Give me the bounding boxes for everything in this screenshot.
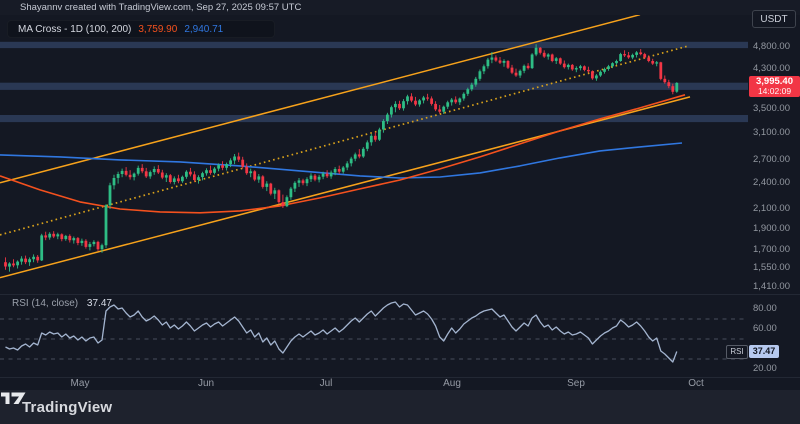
rsi-tag-label: RSI bbox=[726, 345, 748, 360]
rsi-legend[interactable]: RSI (14, close) 37.47 bbox=[12, 298, 112, 309]
channel-trendline bbox=[0, 15, 641, 184]
ma-cross-legend[interactable]: MA Cross - 1D (100, 200) 3,759.90 2,940.… bbox=[7, 20, 275, 38]
attribution-text: Shayannv created with TradingView.com, S… bbox=[20, 2, 302, 13]
ma200-line bbox=[0, 142, 683, 179]
attribution-bar: Shayannv created with TradingView.com, S… bbox=[0, 0, 800, 15]
footer-bar: TradingView bbox=[0, 390, 800, 424]
bar-countdown: 14:02:09 bbox=[757, 85, 792, 96]
ma200-value: 2,940.71 bbox=[184, 23, 224, 35]
currency-unit-label: USDT bbox=[760, 13, 788, 25]
last-price-value: 3,995.40 bbox=[756, 75, 793, 87]
rsi-current-value: 37.47 bbox=[86, 298, 112, 309]
time-axis-divider bbox=[0, 377, 800, 378]
tradingview-wordmark[interactable]: TradingView bbox=[22, 398, 113, 416]
last-price-tag: 3,995.40 14:02:09 bbox=[749, 75, 800, 97]
ma100-line bbox=[0, 94, 686, 214]
ma100-value: 3,759.90 bbox=[138, 23, 178, 35]
sr-zone bbox=[0, 41, 748, 49]
sr-zone bbox=[0, 115, 748, 123]
rsi-line bbox=[5, 301, 678, 363]
currency-unit-badge[interactable]: USDT bbox=[752, 10, 796, 28]
channel-trendline bbox=[0, 96, 691, 279]
dotted-trendline bbox=[0, 45, 689, 236]
rsi-tag-value: 37.47 bbox=[749, 345, 779, 359]
rsi-title: RSI (14, close) bbox=[12, 298, 79, 309]
sr-zone bbox=[0, 82, 748, 90]
study-title: MA Cross - 1D (100, 200) bbox=[18, 23, 132, 35]
pane-divider[interactable] bbox=[0, 294, 800, 295]
